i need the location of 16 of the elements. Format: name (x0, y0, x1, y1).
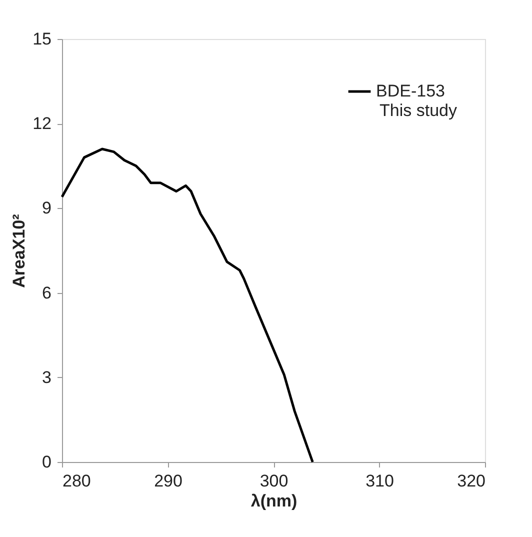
x-tick-label: 300 (260, 472, 288, 490)
y-tick-label: 3 (42, 368, 52, 387)
y-axis-title: AreaX10² (10, 214, 29, 288)
x-tick-label: 290 (154, 472, 182, 490)
annotation: This study (380, 101, 458, 120)
x-tick-label: 320 (457, 472, 486, 490)
x-tick-label: 280 (62, 472, 91, 490)
y-tick-label: 9 (42, 198, 52, 218)
y-tick-label: 12 (32, 114, 52, 134)
y-tick-label: 0 (42, 452, 52, 472)
line-series (60, 148, 314, 464)
x-axis-title: λ(nm) (250, 492, 298, 510)
legend-label: BDE-153 (376, 82, 445, 100)
y-tick-label: 15 (32, 30, 52, 48)
x-tick-label: 310 (366, 472, 394, 490)
y-tick-label: 6 (42, 283, 52, 302)
